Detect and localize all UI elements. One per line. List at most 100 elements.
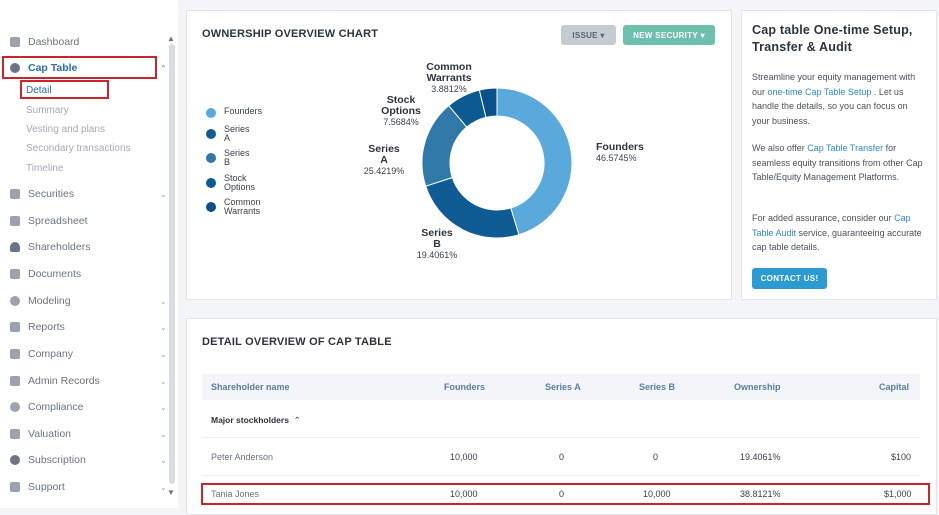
group-major-stockholders[interactable]: Major stockholders ⌃: [211, 415, 301, 426]
issue-button[interactable]: ISSUE ▾: [561, 25, 616, 45]
slice-name: Warrants: [426, 72, 472, 84]
spreadsheet-icon: [10, 216, 20, 226]
sidebar-item-compliance[interactable]: Compliance ⌄: [10, 397, 167, 417]
sidebar-item-label: Securities: [28, 188, 75, 200]
sidebar-subitem-summary[interactable]: Summary: [26, 105, 69, 116]
company-icon: [10, 349, 20, 359]
setup-text: . Let us handle the details, so you can …: [752, 86, 908, 126]
sidebar-item-label: Cap Table: [28, 62, 78, 74]
col-header-name[interactable]: Shareholder name: [211, 382, 290, 392]
sidebar-item-reports[interactable]: Reports ⌄: [10, 317, 167, 337]
detail-title: DETAIL OVERVIEW OF CAP TABLE: [202, 336, 392, 348]
col-header-founders[interactable]: Founders: [444, 382, 486, 392]
new-security-button[interactable]: NEW SECURITY ▾: [623, 25, 715, 45]
pie-chart-icon: [10, 63, 20, 73]
legend-dot: [206, 108, 216, 118]
sidebar-item-label: Admin Records: [28, 375, 100, 387]
chevron-down-icon: ⌄: [160, 349, 167, 359]
subscription-icon: [10, 455, 20, 465]
scroll-up-icon[interactable]: ▲: [167, 34, 175, 43]
setup-link[interactable]: one-time Cap Table Setup: [767, 86, 872, 97]
legend-item-stock-options: Stock Options: [206, 174, 264, 192]
slice-name: Series: [421, 227, 453, 239]
col-header-ownership[interactable]: Ownership: [734, 382, 781, 392]
slice-founders[interactable]: [496, 87, 573, 236]
slice-name: B: [433, 238, 441, 250]
sidebar-item-admin-records[interactable]: Admin Records ⌄: [10, 371, 167, 391]
legend-dot: [206, 153, 216, 163]
dashboard-icon: [10, 37, 20, 47]
slice-pct: 46.5745%: [596, 153, 637, 163]
slice-common-warrants[interactable]: [478, 87, 498, 118]
legend-item-common-warrants: Common Warrants: [206, 198, 272, 216]
highlight-tania-row: [201, 483, 930, 505]
sidebar-subitem-vesting[interactable]: Vesting and plans: [26, 124, 105, 135]
slice-name: Founders: [596, 141, 644, 153]
ownership-donut-chart: [421, 87, 573, 239]
sidebar-item-label: Reports: [28, 321, 65, 333]
sidebar-item-subscription[interactable]: Subscription ⌄: [10, 450, 167, 470]
setup-text: for seamless equity transitions from oth…: [752, 143, 923, 182]
legend-item-series-a: Series A: [206, 125, 254, 143]
chevron-down-icon: ⌄: [160, 482, 167, 492]
sidebar-subitem-secondary[interactable]: Secondary transactions: [26, 143, 131, 154]
person-icon: [10, 242, 20, 252]
slice-label-series-a: Series A 25.4219%: [358, 144, 410, 177]
transfer-link[interactable]: Cap Table Transfer: [807, 143, 884, 153]
chevron-up-icon: ⌃: [293, 415, 301, 425]
scroll-down-icon[interactable]: ▼: [167, 488, 175, 497]
chevron-down-icon: ⌄: [160, 429, 167, 439]
slice-name: A: [380, 154, 388, 166]
sidebar-item-documents[interactable]: Documents: [10, 264, 81, 284]
col-header-capital[interactable]: Capital: [879, 382, 910, 392]
sidebar-item-valuation[interactable]: Valuation ⌄: [10, 424, 167, 444]
sidebar-item-label: Shareholders: [28, 241, 91, 253]
sidebar-item-spreadsheet[interactable]: Spreadsheet: [10, 211, 88, 231]
sidebar-scrollbar[interactable]: [169, 44, 175, 484]
sidebar-item-cap-table[interactable]: Cap Table ⌃: [10, 58, 167, 78]
sidebar-item-label: Compliance: [28, 401, 84, 413]
slice-name: Stock: [386, 94, 416, 106]
row-2-series-b: 10,000: [643, 489, 671, 499]
chevron-up-icon: ⌃: [160, 63, 167, 73]
sidebar-subitem-detail[interactable]: Detail: [26, 85, 52, 96]
sidebar-item-modeling[interactable]: Modeling ⌄: [10, 291, 167, 311]
issue-button-label: ISSUE: [572, 30, 598, 40]
setup-text: For added assurance, consider our: [752, 213, 895, 223]
legend-label: Founders: [224, 106, 263, 116]
sidebar-item-securities[interactable]: Securities ⌄: [10, 184, 167, 204]
setup-text: Streamline your equity management with o…: [752, 72, 916, 97]
caret-down-icon: ▾: [600, 30, 605, 40]
legend-dot: [206, 129, 216, 139]
slice-name: Series: [368, 143, 400, 155]
setup-paragraph-2: We also offer Cap Table Transfer for sea…: [752, 141, 924, 185]
contact-us-button[interactable]: CONTACT US!: [752, 268, 827, 289]
row-2-series-a: 0: [559, 489, 565, 499]
legend-label: Stock Options: [224, 173, 256, 192]
sidebar-item-shareholders[interactable]: Shareholders: [10, 237, 90, 257]
sidebar-item-label: Subscription: [28, 454, 86, 466]
row-2-name[interactable]: Tania Jones: [211, 489, 260, 499]
row-1-name[interactable]: Peter Anderson: [211, 452, 274, 462]
sidebar-subitem-timeline[interactable]: Timeline: [26, 163, 64, 174]
slice-label-series-b: Series B 19.4061%: [411, 228, 463, 261]
sidebar-item-dashboard[interactable]: Dashboard: [10, 32, 79, 52]
slice-pct: 25.4219%: [363, 166, 405, 176]
sidebar-item-label: Valuation: [28, 428, 72, 440]
sidebar-item-support[interactable]: Support ⌄: [10, 477, 167, 497]
legend-dot: [206, 178, 216, 188]
audit-link[interactable]: Cap Table Audit: [752, 213, 911, 238]
bulb-icon: [10, 296, 20, 306]
group-label: Major stockholders: [211, 415, 289, 425]
support-icon: [10, 482, 20, 492]
caret-down-icon: ▾: [700, 30, 705, 40]
sidebar: Dashboard Cap Table ⌃ Detail Summary Ves…: [0, 0, 178, 508]
sidebar-item-company[interactable]: Company ⌄: [10, 344, 167, 364]
row-2-capital: $1,000: [884, 489, 912, 499]
sidebar-item-label: Documents: [28, 268, 82, 280]
col-header-series-a[interactable]: Series A: [545, 382, 581, 392]
setup-text: service, guaranteeing accurate cap table…: [752, 227, 922, 253]
chevron-down-icon: ⌄: [160, 455, 167, 465]
col-header-series-b[interactable]: Series B: [639, 382, 676, 392]
slice-label-founders: Founders 46.5745%: [596, 142, 644, 164]
